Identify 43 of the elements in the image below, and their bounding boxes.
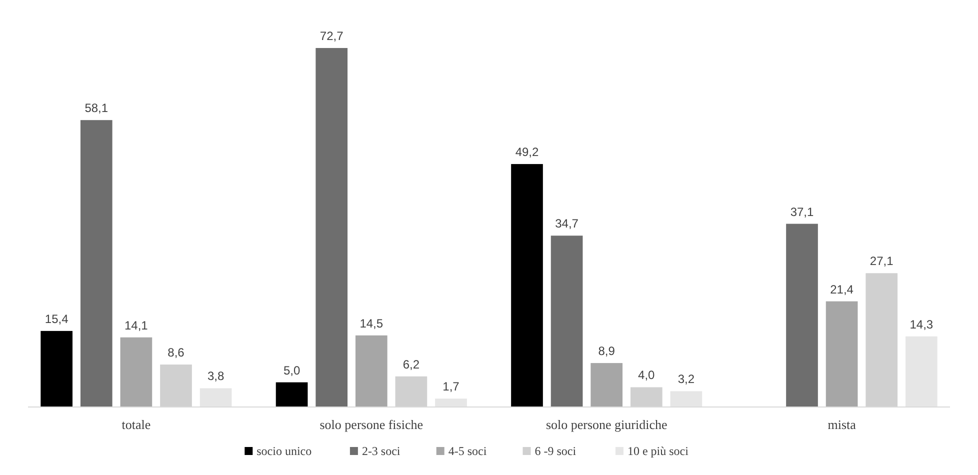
data-label: 1,7 (442, 380, 460, 394)
bar (355, 335, 388, 407)
data-label: 27,1 (870, 254, 894, 268)
bar (786, 224, 818, 407)
legend-label: 2-3 soci (362, 444, 401, 458)
legend-label: 10 e più soci (627, 444, 690, 458)
data-label: 8,9 (598, 344, 616, 358)
data-label: 8,6 (168, 346, 185, 360)
bar (80, 120, 112, 407)
data-label: 14,5 (360, 316, 384, 330)
data-label: 14,3 (910, 317, 934, 332)
x-tick-label: solo persone giuridiche (546, 417, 668, 432)
bar (316, 48, 348, 407)
data-label: 3,2 (678, 372, 695, 386)
x-tick-label: mista (828, 417, 856, 432)
data-label: 5,0 (283, 363, 300, 378)
bar (670, 391, 702, 407)
bar (550, 236, 583, 407)
bar (435, 398, 467, 407)
data-label: 34,7 (555, 216, 579, 231)
legend-label: 4-5 soci (448, 444, 488, 458)
data-label: 37,1 (790, 204, 814, 219)
bar (120, 337, 152, 407)
data-label: 15,4 (44, 312, 69, 326)
legend-label: socio unico (256, 444, 312, 458)
data-label: 3,8 (207, 369, 224, 384)
data-label: 6,2 (402, 357, 420, 372)
data-label: 72,7 (320, 29, 344, 43)
legend-label: 6 -9 soci (534, 444, 577, 458)
bar (590, 363, 623, 407)
data-label: 49,2 (515, 145, 539, 160)
bar (826, 301, 858, 407)
bar (200, 388, 232, 407)
x-tick-label: totale (122, 417, 151, 432)
data-label: 21,4 (830, 282, 854, 296)
bar (905, 336, 938, 407)
x-tick-label: solo persone fisiche (320, 417, 424, 432)
data-label: 4,0 (638, 368, 656, 382)
data-label: 14,1 (124, 318, 148, 332)
bar (276, 382, 308, 407)
data-label: 58,1 (84, 101, 108, 116)
bar (40, 330, 73, 407)
bar (511, 164, 543, 407)
